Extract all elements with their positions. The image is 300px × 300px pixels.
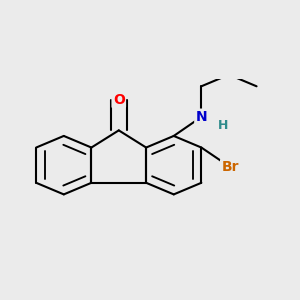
Text: N: N bbox=[196, 110, 207, 124]
Text: Br: Br bbox=[221, 160, 239, 174]
Text: H: H bbox=[218, 119, 228, 132]
Text: O: O bbox=[113, 93, 125, 107]
